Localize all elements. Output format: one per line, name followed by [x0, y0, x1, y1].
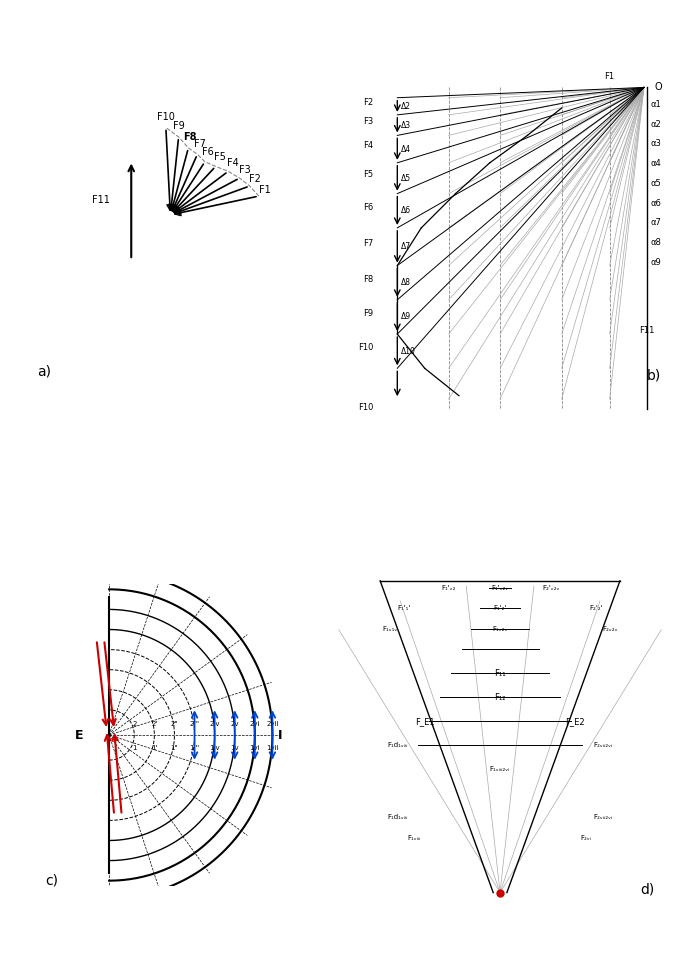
Text: F11: F11 — [92, 195, 110, 205]
Text: Δ7: Δ7 — [401, 242, 411, 251]
Text: F_E2: F_E2 — [566, 716, 585, 726]
Text: 1: 1 — [132, 745, 136, 751]
Text: F₁ᵥ₂ᵥ: F₁ᵥ₂ᵥ — [493, 626, 508, 632]
Text: Δ9: Δ9 — [401, 313, 411, 321]
Text: F1: F1 — [259, 185, 271, 195]
Text: 2''': 2''' — [190, 721, 199, 727]
Text: 2": 2" — [171, 721, 178, 727]
Text: Δ3: Δ3 — [401, 121, 411, 129]
Text: 1vi: 1vi — [249, 745, 260, 751]
Text: F3: F3 — [239, 166, 251, 175]
Text: O: O — [654, 82, 662, 92]
Text: F₂'ᵥ₂ᵥ: F₂'ᵥ₂ᵥ — [543, 585, 560, 591]
Text: Δ5: Δ5 — [401, 173, 411, 182]
Text: 1vii: 1vii — [266, 745, 279, 751]
Text: F₂ᵥ₂ᵥ: F₂ᵥ₂ᵥ — [602, 626, 617, 632]
Text: α3: α3 — [650, 139, 661, 148]
Text: F3: F3 — [363, 118, 373, 126]
Text: α4: α4 — [650, 159, 661, 169]
Text: F2: F2 — [249, 173, 262, 184]
Text: F₂ᵥᵢ: F₂ᵥᵢ — [580, 835, 591, 841]
Text: F₁d₁ᵥᵢᵢᵢ: F₁d₁ᵥᵢᵢᵢ — [387, 814, 408, 820]
Text: 2v: 2v — [230, 721, 239, 727]
Text: α6: α6 — [650, 199, 661, 208]
Text: F11: F11 — [639, 326, 654, 335]
Text: Δ2: Δ2 — [401, 102, 411, 111]
Text: F4: F4 — [227, 158, 239, 168]
Text: 1''': 1''' — [190, 745, 199, 751]
Text: F₁'₂': F₁'₂' — [493, 606, 507, 612]
Text: F₁'₁': F₁'₁' — [397, 606, 411, 612]
Text: F7: F7 — [363, 239, 373, 248]
Text: F10: F10 — [157, 112, 175, 122]
Text: F1: F1 — [605, 72, 614, 80]
Text: 2vii: 2vii — [266, 721, 279, 727]
Text: F_E1: F_E1 — [415, 716, 434, 726]
Text: F2: F2 — [363, 98, 373, 108]
Text: Δ8: Δ8 — [401, 278, 411, 287]
Text: 1": 1" — [171, 745, 178, 751]
Text: α1: α1 — [650, 100, 661, 109]
Text: Δ10: Δ10 — [401, 347, 416, 356]
Text: F₁d₁ᵥᵢᵢᵢ: F₁d₁ᵥᵢᵢᵢ — [387, 742, 408, 749]
Text: F6: F6 — [202, 147, 214, 157]
Text: F₁ᵥᵢᵢᵢ: F₁ᵥᵢᵢᵢ — [408, 835, 421, 841]
Text: F9: F9 — [363, 309, 373, 318]
Text: F₁ᵥ₁ᵥ: F₁ᵥ₁ᵥ — [383, 626, 398, 632]
Text: 2: 2 — [132, 721, 136, 727]
Text: 1iv: 1iv — [210, 745, 220, 751]
Text: F8: F8 — [363, 274, 373, 284]
Text: F7: F7 — [194, 139, 206, 149]
Text: F8: F8 — [183, 132, 197, 142]
Text: F₂'₂': F₂'₂' — [589, 606, 603, 612]
Text: F₁₁: F₁₁ — [495, 668, 506, 678]
Text: I: I — [277, 728, 282, 742]
Text: 1': 1' — [151, 745, 158, 751]
Text: Δ4: Δ4 — [401, 145, 411, 154]
Text: F₁₂: F₁₂ — [495, 693, 506, 702]
Text: d): d) — [640, 882, 654, 896]
Text: 2vi: 2vi — [249, 721, 260, 727]
Text: F₁'ᵥ₂ᵥ: F₁'ᵥ₂ᵥ — [491, 585, 509, 591]
Text: b): b) — [647, 368, 661, 382]
Text: F₂ᵥᵢᵢ₂ᵥᵢ: F₂ᵥᵢᵢ₂ᵥᵢ — [593, 814, 612, 820]
Text: c): c) — [45, 874, 58, 888]
Text: F5: F5 — [363, 171, 373, 179]
Text: α7: α7 — [650, 219, 661, 227]
Text: F5: F5 — [214, 152, 225, 162]
Text: 2': 2' — [151, 721, 158, 727]
Text: F6: F6 — [363, 203, 373, 212]
Text: Δ6: Δ6 — [401, 206, 411, 216]
Text: 1v: 1v — [230, 745, 239, 751]
Text: F₁ᵥᵢᵢᵢ₂ᵥᵢ: F₁ᵥᵢᵢᵢ₂ᵥᵢ — [490, 766, 510, 772]
Text: F10: F10 — [358, 343, 373, 352]
Text: F₁'ᵥ₂: F₁'ᵥ₂ — [442, 585, 456, 591]
Text: α2: α2 — [650, 120, 661, 128]
Text: α9: α9 — [650, 258, 661, 267]
Text: a): a) — [37, 365, 51, 378]
Text: F10: F10 — [358, 403, 373, 412]
Text: α8: α8 — [650, 238, 661, 247]
Text: 2iv: 2iv — [210, 721, 220, 727]
Text: E: E — [75, 728, 84, 742]
Text: F4: F4 — [363, 141, 373, 150]
Text: F9: F9 — [173, 121, 185, 131]
Text: α5: α5 — [650, 179, 661, 188]
Text: F₂ᵥᵢᵢ₂ᵥᵢ: F₂ᵥᵢᵢ₂ᵥᵢ — [593, 742, 612, 749]
